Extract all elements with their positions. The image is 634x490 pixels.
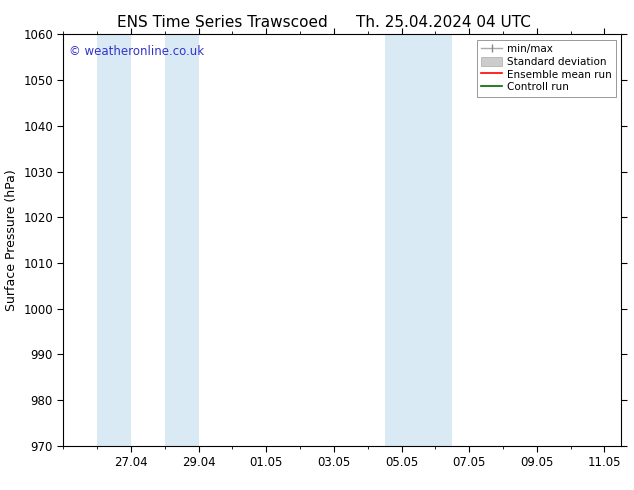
Bar xyxy=(165,34,198,446)
Bar xyxy=(97,34,131,446)
Legend: min/max, Standard deviation, Ensemble mean run, Controll run: min/max, Standard deviation, Ensemble me… xyxy=(477,40,616,97)
Bar xyxy=(385,34,418,446)
Text: © weatheronline.co.uk: © weatheronline.co.uk xyxy=(69,45,204,58)
Y-axis label: Surface Pressure (hPa): Surface Pressure (hPa) xyxy=(4,169,18,311)
Bar xyxy=(418,34,452,446)
Text: ENS Time Series Trawscoed: ENS Time Series Trawscoed xyxy=(117,15,327,30)
Text: Th. 25.04.2024 04 UTC: Th. 25.04.2024 04 UTC xyxy=(356,15,531,30)
